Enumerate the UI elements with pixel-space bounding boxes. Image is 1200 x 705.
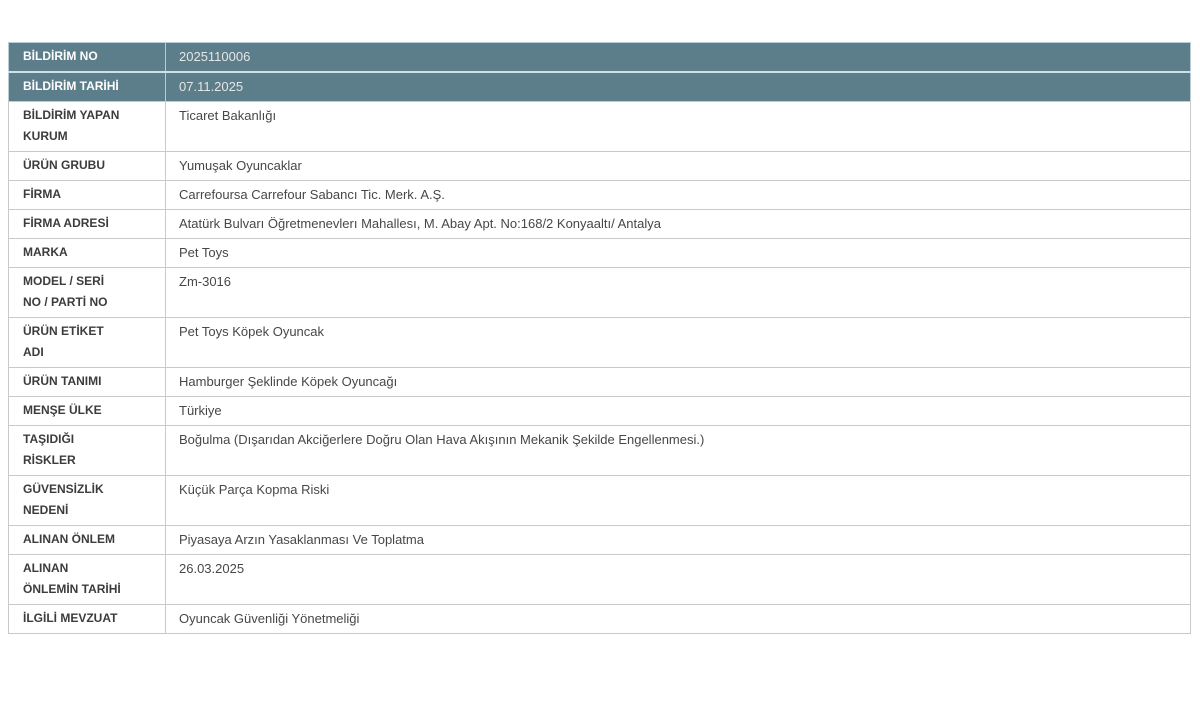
notification-detail-panel: BİLDİRİM NO 2025110006 BİLDİRİM TARİHİ 07.1… <box>8 42 1191 634</box>
row-label: ALINAN ÖNLEMİN TARİHİ <box>8 554 166 605</box>
row-label: MENŞE ÜLKE <box>8 396 166 426</box>
row-value: 2025110006 <box>165 42 1191 73</box>
row-value: Hamburger Şeklinde Köpek Oyuncağı <box>165 367 1191 397</box>
table-row: ÜRÜN ETİKET ADI Pet Toys Köpek Oyuncak <box>8 317 1191 368</box>
row-label: ÜRÜN ETİKET ADI <box>8 317 166 368</box>
row-value: Zm-3016 <box>165 267 1191 318</box>
row-value: Pet Toys Köpek Oyuncak <box>165 317 1191 368</box>
notification-table: BİLDİRİM NO 2025110006 BİLDİRİM TARİHİ 07.1… <box>8 42 1191 634</box>
notification-table-body: BİLDİRİM NO 2025110006 BİLDİRİM TARİHİ 07.1… <box>8 42 1191 634</box>
row-label: GÜVENSİZLİK NEDENİ <box>8 475 166 526</box>
row-label: İLGİLİ MEVZUAT <box>8 604 166 634</box>
row-label: BİLDİRİM YAPAN KURUM <box>8 101 166 152</box>
row-value: Türkiye <box>165 396 1191 426</box>
row-value: 07.11.2025 <box>165 71 1191 102</box>
table-row: GÜVENSİZLİK NEDENİ Küçük Parça Kopma Risk… <box>8 475 1191 526</box>
row-label: BİLDİRİM TARİHİ <box>8 71 166 102</box>
table-row: FİRMA ADRESİ Atatürk Bulvarı Öğretmenevle… <box>8 209 1191 239</box>
row-label: BİLDİRİM NO <box>8 42 166 73</box>
row-label: ALINAN ÖNLEM <box>8 525 166 555</box>
row-value: Ticaret Bakanlığı <box>165 101 1191 152</box>
table-row: ÜRÜN TANIMI Hamburger Şeklinde Köpek Oyun… <box>8 367 1191 397</box>
table-row: MODEL / SERİ NO / PARTİ NO Zm-3016 <box>8 267 1191 318</box>
table-row: BİLDİRİM YAPAN KURUM Ticaret Bakanlığı <box>8 101 1191 152</box>
table-row: MENŞE ÜLKE Türkiye <box>8 396 1191 426</box>
table-row: ALINAN ÖNLEM Piyasaya Arzın Yasaklanması … <box>8 525 1191 555</box>
row-label: MARKA <box>8 238 166 268</box>
table-row: BİLDİRİM TARİHİ 07.11.2025 <box>8 71 1191 102</box>
row-label: FİRMA ADRESİ <box>8 209 166 239</box>
row-value: Piyasaya Arzın Yasaklanması Ve Toplatma <box>165 525 1191 555</box>
table-row: İLGİLİ MEVZUAT Oyuncak Güvenliği Yönetmel… <box>8 604 1191 634</box>
table-row: ALINAN ÖNLEMİN TARİHİ 26.03.2025 <box>8 554 1191 605</box>
row-value: Pet Toys <box>165 238 1191 268</box>
table-row: FİRMA Carrefoursa Carrefour Sabancı Tic. … <box>8 180 1191 210</box>
row-value: Carrefoursa Carrefour Sabancı Tic. Merk.… <box>165 180 1191 210</box>
table-row: ÜRÜN GRUBU Yumuşak Oyuncaklar <box>8 151 1191 181</box>
row-label: ÜRÜN GRUBU <box>8 151 166 181</box>
row-value: 26.03.2025 <box>165 554 1191 605</box>
row-value: Boğulma (Dışarıdan Akciğerlere Doğru Ola… <box>165 425 1191 476</box>
row-label: TAŞIDIĞI RİSKLER <box>8 425 166 476</box>
table-row: MARKA Pet Toys <box>8 238 1191 268</box>
row-value: Oyuncak Güvenliği Yönetmeliği <box>165 604 1191 634</box>
row-label: MODEL / SERİ NO / PARTİ NO <box>8 267 166 318</box>
row-value: Atatürk Bulvarı Öğretmenevlerı Mahallesı… <box>165 209 1191 239</box>
row-label: ÜRÜN TANIMI <box>8 367 166 397</box>
row-value: Yumuşak Oyuncaklar <box>165 151 1191 181</box>
table-row: BİLDİRİM NO 2025110006 <box>8 42 1191 73</box>
table-row: TAŞIDIĞI RİSKLER Boğulma (Dışarıdan Akciğ… <box>8 425 1191 476</box>
row-label: FİRMA <box>8 180 166 210</box>
row-value: Küçük Parça Kopma Riski <box>165 475 1191 526</box>
